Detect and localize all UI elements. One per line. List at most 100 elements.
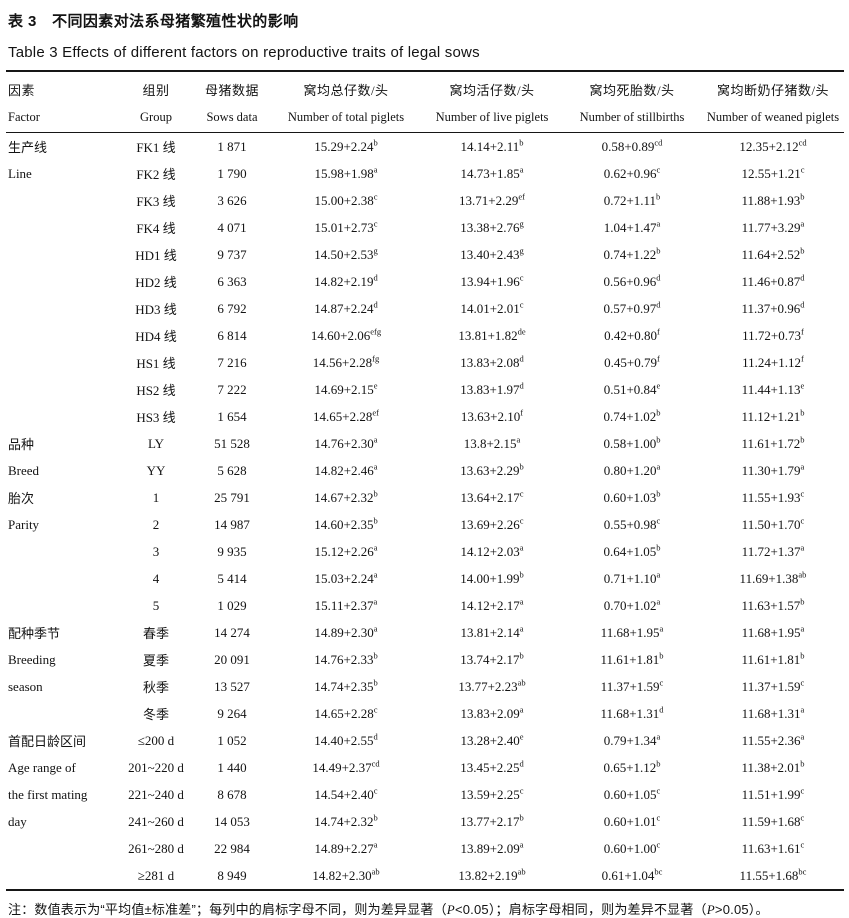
live-piglets-cell: 14.14+2.11b [460, 137, 524, 154]
factor-cell: 首配日龄区间 [8, 734, 87, 749]
factor-cell: 配种季节 [8, 626, 61, 641]
sows-cell: 6 814 [217, 327, 247, 343]
header-group-en: Group [140, 110, 172, 124]
total-piglets-cell: 15.01+2.73c [314, 218, 378, 235]
group-cell: ≤200 d [137, 732, 175, 748]
factor-cell [6, 862, 118, 890]
factor-cell [6, 268, 118, 295]
column-header-stillbirths: 窝均死胎数/头 Number of stillbirths [562, 71, 702, 133]
significance-superscript: c [656, 839, 661, 850]
weaned-piglets-cell: 11.72+0.73f [742, 326, 804, 343]
factor-cell [6, 349, 118, 376]
weaned-piglets-cell: 12.35+2.12cd [739, 137, 807, 154]
sows-cell: 1 029 [217, 597, 247, 613]
significance-superscript: a [659, 623, 664, 634]
significance-superscript: a [800, 542, 805, 553]
group-cell: 秋季 [142, 680, 169, 695]
stillbirths-cell: 0.70+1.02a [603, 596, 661, 613]
significance-superscript: f [657, 353, 660, 364]
table-row: Age range of 201~220 d 1 440 14.49+2.37cd 13… [6, 754, 844, 781]
significance-superscript: a [656, 569, 661, 580]
weaned-piglets-cell: 11.69+1.38ab [739, 569, 807, 586]
group-cell: 1 [152, 489, 160, 505]
group-cell: 241~260 d [128, 813, 184, 829]
weaned-piglets-cell: 11.51+1.99c [741, 785, 805, 802]
significance-superscript: b [373, 812, 378, 823]
significance-superscript: b [373, 515, 378, 526]
table-row: 261~280 d 22 984 14.89+2.27a 13.89+2.09a 0.6… [6, 835, 844, 862]
sows-cell: 1 871 [217, 138, 247, 154]
sows-cell: 51 528 [214, 435, 250, 451]
sows-cell: 1 654 [217, 408, 247, 424]
total-piglets-cell: 14.87+2.24d [314, 299, 378, 316]
significance-superscript: d [519, 380, 524, 391]
group-cell: 221~240 d [128, 786, 184, 802]
table-row: FK4 线 4 071 15.01+2.73c 13.38+2.76g 1.04+1.4… [6, 214, 844, 241]
weaned-piglets-cell: 11.50+1.70c [741, 515, 805, 532]
live-piglets-cell: 13.83+1.97d [460, 380, 524, 397]
live-piglets-cell: 14.12+2.17a [460, 596, 524, 613]
live-piglets-cell: 13.38+2.76g [460, 218, 524, 235]
factor-cell [6, 214, 118, 241]
live-piglets-cell: 13.81+2.14a [460, 623, 524, 640]
significance-superscript: c [800, 839, 805, 850]
total-piglets-cell: 14.54+2.40c [314, 785, 378, 802]
stillbirths-cell: 11.37+1.59c [600, 677, 664, 694]
stillbirths-cell: 0.80+1.20a [603, 461, 661, 478]
significance-superscript: f [657, 326, 660, 337]
weaned-piglets-cell: 11.63+1.57b [741, 596, 805, 613]
total-piglets-cell: 14.74+2.35b [314, 677, 378, 694]
header-weaned-en: Number of weaned piglets [706, 110, 840, 124]
significance-superscript: b [519, 137, 524, 148]
total-piglets-cell: 14.65+2.28c [314, 704, 378, 721]
table-row: 3 9 935 15.12+2.26a 14.12+2.03a 0.64+1.05b 11… [6, 538, 844, 565]
weaned-piglets-cell: 11.77+3.29a [741, 218, 805, 235]
table-row: 5 1 029 15.11+2.37a 14.12+2.17a 0.70+1.02a 11… [6, 592, 844, 619]
significance-superscript: ab [517, 677, 526, 688]
significance-superscript: e [656, 380, 661, 391]
significance-superscript: g [519, 245, 524, 256]
significance-superscript: g [519, 218, 524, 229]
significance-superscript: a [373, 596, 378, 607]
significance-superscript: d [656, 299, 661, 310]
factor-cell: Breed [8, 462, 40, 478]
sows-cell: 13 527 [214, 678, 250, 694]
header-sows-en: Sows data [206, 110, 258, 124]
stillbirths-cell: 11.68+1.95a [600, 623, 664, 640]
table-row: Breeding 夏季 20 091 14.76+2.33b 13.74+2.17b 11… [6, 646, 844, 673]
table-row: 品种 LY 51 528 14.76+2.30a 13.8+2.15a 0.58+1.00… [6, 430, 844, 457]
table-row: HD4 线 6 814 14.60+2.06efg 13.81+1.82de 0.42+… [6, 322, 844, 349]
significance-superscript: a [373, 569, 378, 580]
significance-superscript: b [656, 245, 661, 256]
stillbirths-cell: 0.74+1.02b [603, 407, 661, 424]
stillbirths-cell: 11.61+1.81b [600, 650, 664, 667]
total-piglets-cell: 14.82+2.30ab [312, 866, 380, 883]
significance-superscript: d [373, 299, 378, 310]
significance-superscript: b [800, 596, 805, 607]
significance-superscript: c [800, 785, 805, 796]
total-piglets-cell: 14.56+2.28fg [312, 353, 380, 370]
total-piglets-cell: 15.29+2.24b [314, 137, 378, 154]
live-piglets-cell: 13.94+1.96c [460, 272, 524, 289]
significance-superscript: e [519, 731, 524, 742]
group-cell: 夏季 [142, 653, 169, 668]
significance-superscript: ab [371, 866, 380, 877]
total-piglets-cell: 14.74+2.32b [314, 812, 378, 829]
table-row: Line FK2 线 1 790 15.98+1.98a 14.73+1.85a 0.62… [6, 160, 844, 187]
sows-cell: 9 737 [217, 246, 247, 262]
header-still-en: Number of stillbirths [579, 110, 685, 124]
group-cell: LY [147, 435, 165, 451]
sows-cell: 9 935 [217, 543, 247, 559]
total-piglets-cell: 14.76+2.33b [314, 650, 378, 667]
significance-superscript: b [800, 434, 805, 445]
significance-superscript: b [800, 407, 805, 418]
significance-superscript: d [800, 272, 805, 283]
significance-superscript: d [800, 299, 805, 310]
table-row: FK3 线 3 626 15.00+2.38c 13.71+2.29ef 0.72+1.… [6, 187, 844, 214]
group-cell: 3 [152, 543, 160, 559]
significance-superscript: c [656, 515, 661, 526]
column-header-factor: 因素 Factor [6, 71, 118, 133]
header-group-cn: 组别 [142, 83, 170, 98]
stillbirths-cell: 0.60+1.01c [603, 812, 661, 829]
live-piglets-cell: 13.45+2.25d [460, 758, 524, 775]
